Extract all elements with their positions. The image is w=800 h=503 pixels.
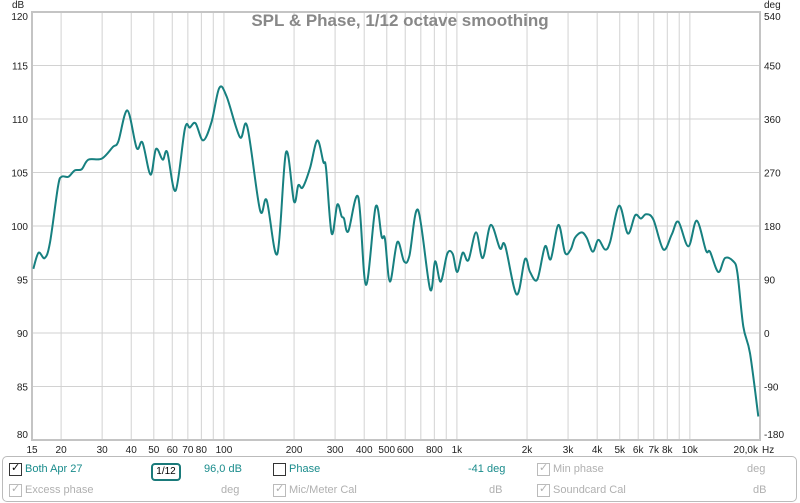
excess-phase-label: Excess phase [25, 484, 94, 496]
x-tick-label: 80 [196, 445, 208, 456]
chart-title: SPL & Phase, 1/12 octave smoothing [251, 11, 548, 30]
soundcard-cal-checkbox[interactable]: ✓ [537, 483, 550, 497]
x-tick-label: 15 [26, 445, 38, 456]
phase-checkbox[interactable] [273, 463, 286, 476]
y-tick-label: 115 [12, 62, 28, 73]
x-tick-label: 70 [182, 445, 194, 456]
y-tick-label: 100 [11, 222, 28, 233]
x-tick-label: 8k [662, 445, 674, 456]
y-tick-label: 110 [12, 115, 28, 126]
min-phase-label: Min phase [553, 463, 604, 475]
x-tick-label: 200 [286, 445, 303, 456]
x-tick-label: 4k [592, 445, 604, 456]
x-tick-label: 600 [397, 445, 414, 456]
mic-cal-unit: dB [489, 484, 503, 496]
x-tick-label: 500 [378, 445, 395, 456]
y-tick-label: 120 [11, 12, 28, 23]
y2-axis-unit: deg [764, 0, 781, 11]
legend-panel: ✓ Both Apr 27 1/12 96,0 dB Phase -41 deg… [2, 456, 797, 502]
x-tick-label: 30 [97, 445, 109, 456]
spl-value: 96,0 dB [204, 463, 242, 475]
y-tick-label: 80 [17, 430, 29, 441]
checkmark-icon: ✓ [539, 483, 549, 495]
mic-cal-label: Mic/Meter Cal [289, 484, 357, 496]
soundcard-cal-unit: dB [753, 484, 767, 496]
y2-tick-label: 0 [764, 329, 770, 340]
x-tick-label: 300 [327, 445, 344, 456]
x-tick-label: 20 [56, 445, 68, 456]
checkmark-icon: ✓ [11, 462, 21, 474]
x-tick-label: 3k [563, 445, 575, 456]
excess-phase-checkbox[interactable]: ✓ [9, 483, 22, 497]
y2-tick-label: -180 [764, 430, 784, 441]
y2-tick-label: 450 [764, 62, 781, 73]
y2-tick-label: 270 [764, 169, 781, 180]
x-tick-label: 2k [522, 445, 534, 456]
both-apr27-checkbox[interactable]: ✓ [9, 462, 22, 476]
checkmark-icon: ✓ [275, 483, 285, 495]
soundcard-cal-label: Soundcard Cal [553, 484, 626, 496]
x-axis-unit: Hz [762, 445, 774, 456]
y-tick-label: 85 [17, 383, 29, 394]
x-tick-label: 400 [356, 445, 373, 456]
mic-cal-checkbox[interactable]: ✓ [273, 483, 286, 497]
x-tick-label: 10k [682, 445, 699, 456]
y-tick-label: 90 [17, 329, 29, 340]
plot-frame [31, 11, 761, 441]
x-tick-label: 50 [148, 445, 160, 456]
phase-label[interactable]: Phase [289, 463, 321, 475]
spl-phase-chart: SPL & Phase, 1/12 octave smoothing dB de… [11, 0, 784, 456]
min-phase-checkbox[interactable]: ✓ [537, 462, 550, 476]
y2-tick-label: 360 [764, 115, 781, 126]
min-phase-unit: deg [747, 463, 766, 475]
excess-phase-unit: deg [221, 484, 240, 496]
both-apr27-label[interactable]: Both Apr 27 [25, 463, 83, 475]
x-tick-label: 7k [649, 445, 661, 456]
phase-value: -41 deg [468, 463, 506, 475]
smoothing-button[interactable]: 1/12 [151, 463, 181, 481]
x-tick-label: 100 [216, 445, 233, 456]
x-tick-label: 40 [126, 445, 138, 456]
y2-tick-label: 180 [764, 222, 781, 233]
x-tick-label: 800 [426, 445, 443, 456]
x-tick-label: 6k [633, 445, 645, 456]
smoothing-numerator: 1 [156, 466, 162, 477]
x-tick-label: 60 [167, 445, 179, 456]
y-tick-label: 105 [11, 169, 28, 180]
spl-curve [32, 85, 760, 417]
x-tick-label: 20,0k [734, 445, 759, 456]
checkmark-icon: ✓ [11, 483, 21, 495]
y-tick-label: 95 [17, 276, 29, 287]
y2-tick-label: 90 [764, 276, 776, 287]
y-axis-unit: dB [12, 0, 25, 11]
smoothing-denominator: 12 [164, 466, 176, 477]
checkmark-icon: ✓ [539, 462, 549, 474]
x-tick-label: 5k [614, 445, 626, 456]
x-tick-label: 1k [452, 445, 464, 456]
y2-tick-label: -90 [764, 383, 779, 394]
y2-tick-label: 540 [764, 12, 781, 23]
